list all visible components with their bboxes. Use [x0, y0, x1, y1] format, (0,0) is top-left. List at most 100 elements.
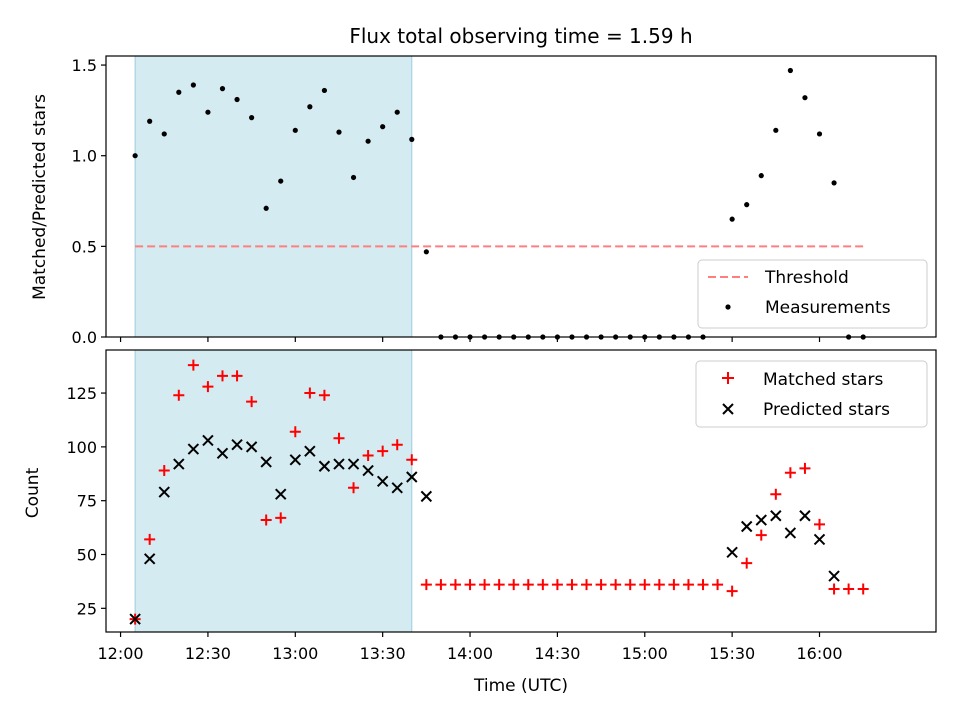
top-axes-frame: [105, 55, 937, 338]
matched-star-marker: [158, 465, 170, 477]
matched-star-marker: [435, 579, 447, 591]
predicted-star-marker: [260, 456, 272, 468]
legend-predicted-label: Predicted stars: [763, 400, 890, 420]
predicted-star-marker: [740, 520, 753, 533]
measurement-point: [423, 249, 429, 255]
measurement-point: [307, 104, 313, 110]
measurement-point: [234, 96, 240, 103]
matched-star-marker: [784, 467, 796, 479]
matched-star-marker: [362, 449, 374, 461]
bottom-y-tick-label: 125: [66, 384, 97, 403]
predicted-star-marker: [770, 510, 782, 522]
measurement-point: [831, 180, 837, 186]
bottom-legend: Matched stars Predicted stars: [695, 360, 928, 428]
predicted-star-marker: [173, 458, 185, 470]
matched-star-marker: [639, 579, 651, 591]
measurement-point: [394, 109, 400, 115]
matched-star-marker: [318, 389, 330, 401]
matched-star-marker: [202, 381, 214, 393]
matched-star-marker: [828, 583, 840, 595]
matched-star-marker: [770, 488, 782, 500]
predicted-star-marker: [376, 475, 389, 488]
matched-star-marker: [653, 579, 665, 591]
legend-matched-label: Matched stars: [763, 370, 883, 390]
measurement-point: [336, 129, 342, 135]
measurement-point: [729, 216, 735, 222]
bottom-y-tick-label: 75: [77, 492, 97, 511]
matched-star-marker: [246, 396, 258, 408]
matched-star-marker: [726, 585, 738, 597]
bottom-axes-frame: [105, 349, 937, 633]
x-tick-label: 16:00: [796, 644, 842, 663]
predicted-star-marker: [391, 482, 403, 494]
observing-interval-shade: [134, 349, 413, 633]
measurement-point: [205, 109, 211, 115]
predicted-star-marker: [143, 553, 156, 565]
x-tick-label: 12:00: [98, 644, 144, 663]
top-legend-box: [697, 259, 928, 329]
bottom-panel: 25 50 75 100 125 12:00 12:30 13:00 13:30 14:00 14…: [23, 349, 937, 696]
predicted-star-marker: [275, 488, 287, 500]
matched-star-marker: [697, 579, 709, 591]
predicted-star-marker: [231, 439, 243, 451]
predicted-star-marker: [420, 490, 433, 503]
bottom-y-tick-label: 100: [66, 438, 97, 457]
measurement-point: [744, 202, 750, 208]
matched-star-marker: [391, 439, 403, 451]
legend-threshold-label: Threshold: [764, 268, 849, 288]
matched-star-marker: [682, 579, 694, 591]
matched-star-marker: [406, 454, 418, 466]
measurement-point: [190, 82, 196, 88]
measurement-point: [176, 89, 182, 95]
x-tick-label: 15:30: [709, 644, 755, 663]
matched-star-marker: [420, 579, 432, 591]
predicted-star-marker: [333, 458, 345, 470]
legend-predicted-swatch: [722, 403, 734, 415]
x-tick-label: 14:30: [534, 644, 580, 663]
measurement-point: [816, 131, 823, 137]
predicted-star-marker: [347, 458, 360, 470]
predicted-star-marker: [406, 471, 418, 483]
matched-star-marker: [712, 579, 724, 591]
top-y-tick-label: 0.0: [72, 328, 97, 347]
x-tick-label: 12:30: [185, 644, 231, 663]
predicted-star-marker: [129, 613, 141, 625]
measurement-point: [161, 131, 167, 137]
bottom-y-axis-label: Count: [23, 467, 43, 518]
predicted-star-marker: [187, 443, 200, 455]
x-tick-label: 14:00: [447, 644, 493, 663]
measurement-point: [350, 174, 357, 181]
matched-star-marker: [799, 462, 811, 474]
matched-star-marker: [566, 579, 578, 591]
measurement-point: [773, 127, 779, 133]
matched-star-marker: [668, 579, 680, 591]
matched-star-marker: [508, 579, 520, 591]
bottom-y-tick-label: 50: [77, 546, 97, 565]
predicted-star-marker: [726, 546, 738, 559]
measurement-point: [365, 138, 371, 144]
predicted-star-marker: [158, 486, 170, 498]
predicted-star-marker: [799, 510, 811, 522]
matched-star-marker: [522, 579, 534, 591]
matched-star-marker: [377, 445, 389, 457]
matched-star-marker: [348, 482, 360, 494]
matched-star-marker: [216, 370, 228, 382]
matched-star-marker: [479, 579, 491, 591]
predicted-star-marker: [216, 447, 229, 460]
matched-star-marker: [173, 389, 185, 401]
measurement-point: [132, 153, 138, 159]
matched-star-marker: [843, 583, 855, 595]
measurement-point: [321, 87, 328, 94]
legend-measurement-swatch: [725, 304, 731, 310]
x-tick-label: 13:30: [360, 644, 406, 663]
x-tick-label: 15:00: [622, 644, 668, 663]
matched-star-marker: [581, 579, 593, 591]
matched-star-marker: [464, 579, 476, 591]
matched-star-marker: [144, 533, 156, 545]
measurement-point: [263, 205, 269, 211]
measurement-point: [787, 67, 793, 74]
bottom-y-tick-label: 25: [77, 599, 97, 618]
measurement-point: [409, 136, 415, 142]
measurement-point: [292, 127, 298, 133]
